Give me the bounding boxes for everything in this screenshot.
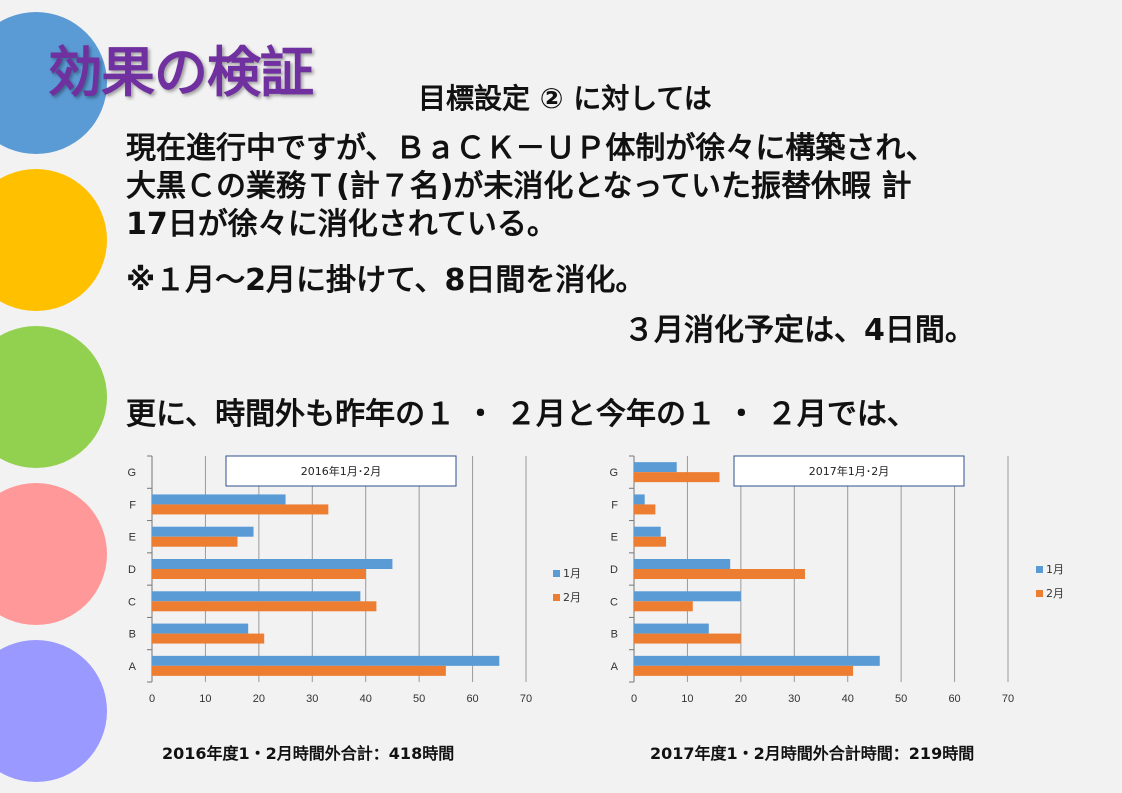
bar-2月-C (152, 601, 377, 612)
x-tick-label: 40 (842, 693, 854, 705)
x-tick-label: 60 (948, 693, 960, 705)
note-line: ※１月～2月に掛けて、8日間を消化。 (126, 263, 646, 298)
paragraph-line-1: 現在進行中ですが、ＢａＣＫ－ＵＰ体制が徐々に構築され、 (126, 131, 936, 166)
category-label: D (128, 564, 136, 576)
decor-circle-yellow (0, 169, 107, 311)
x-tick-label: 20 (253, 693, 265, 705)
x-tick-label: 0 (631, 693, 637, 705)
category-label: D (610, 564, 618, 576)
legend-swatch (553, 570, 560, 577)
chart-2017: 0 10 20 30 40 50 60 70 A B C D E F G 2017年1月･2月 1月 2月 (593, 452, 1093, 727)
category-label: F (611, 499, 618, 511)
legend-label: 1月 (1046, 563, 1064, 576)
x-tick-label: 60 (466, 693, 478, 705)
bar-2月-A (634, 665, 854, 676)
x-tick-label: 50 (895, 693, 907, 705)
bar-1月-F (152, 494, 286, 505)
bar-2月-B (152, 633, 265, 644)
legend-swatch (1036, 590, 1043, 597)
category-label: A (611, 661, 619, 673)
bar-2月-D (152, 569, 366, 579)
bar-1月-B (634, 623, 709, 634)
x-tick-label: 70 (520, 693, 532, 705)
bar-2月-F (634, 504, 656, 515)
category-label: B (611, 629, 618, 641)
paragraph-line-3: 17日が徐々に消化されている。 (126, 207, 557, 242)
bar-1月-B (152, 623, 249, 634)
legend-label: 2月 (563, 591, 581, 604)
x-tick-label: 30 (788, 693, 800, 705)
decor-circle-green (0, 326, 107, 468)
x-tick-label: 50 (413, 693, 425, 705)
comparison-line: 更に、時間外も昨年の１ ・ ２月と今年の１ ・ ２月では、 (126, 397, 917, 432)
category-label: G (609, 467, 618, 479)
category-label: E (611, 532, 618, 544)
bar-1月-D (634, 559, 731, 569)
legend-swatch (1036, 566, 1043, 573)
bar-2月-A (152, 665, 446, 676)
decor-circle-lavender (0, 640, 107, 782)
legend-label: 1月 (563, 567, 581, 580)
bar-2月-G (634, 472, 720, 483)
category-label: E (129, 532, 136, 544)
slide-title: 効果の検証 (48, 41, 314, 104)
bar-1月-G (634, 462, 677, 473)
bar-1月-C (634, 591, 741, 602)
chart-2016: 0 10 20 30 40 50 60 70 A B C D E F G 2016年1月･2月 1月 2月 (110, 452, 610, 727)
bar-1月-D (152, 559, 393, 569)
bar-2月-C (634, 601, 693, 612)
chart-title-box (225, 455, 457, 487)
x-tick-label: 20 (735, 693, 747, 705)
x-tick-label: 70 (1002, 693, 1014, 705)
legend-label: 2月 (1046, 587, 1064, 600)
bar-1月-E (152, 526, 254, 537)
paragraph-line-2: 大黒Ｃの業務Ｔ(計７名)が未消化となっていた振替休暇 計 (126, 169, 912, 204)
chart-title: 2016年1月･2月 (301, 464, 382, 478)
decor-circle-pink (0, 483, 107, 625)
x-tick-label: 0 (149, 693, 155, 705)
bar-1月-A (152, 655, 500, 666)
slide-subtitle: 目標設定 ② に対しては (418, 82, 712, 115)
category-label: A (129, 661, 137, 673)
bar-1月-F (634, 494, 645, 505)
chart-title-box (733, 455, 965, 487)
x-tick-label: 10 (199, 693, 211, 705)
bar-2月-F (152, 504, 329, 515)
bar-2月-E (634, 536, 667, 547)
caption-2016: 2016年度1・2月時間外合計：418時間 (162, 744, 455, 763)
bar-1月-E (634, 526, 661, 537)
legend-swatch (553, 594, 560, 601)
caption-2017: 2017年度1・2月時間外合計時間：219時間 (650, 744, 975, 763)
note2-line: ３月消化予定は、4日間。 (624, 313, 975, 348)
category-label: G (127, 467, 136, 479)
x-tick-label: 30 (306, 693, 318, 705)
category-label: F (129, 499, 136, 511)
category-label: C (128, 596, 136, 608)
bar-2月-B (634, 633, 741, 644)
bar-2月-E (152, 536, 238, 547)
chart-2016-svg: 0 10 20 30 40 50 60 70 A B C D E F G 2016年1月･2月 1月 2月 (127, 455, 581, 705)
bar-1月-A (634, 655, 880, 666)
bar-2月-D (634, 569, 805, 579)
chart-title: 2017年1月･2月 (809, 464, 890, 478)
chart-2017-svg: 0 10 20 30 40 50 60 70 A B C D E F G 2017年1月･2月 1月 2月 (609, 455, 1064, 705)
category-label: C (610, 596, 618, 608)
x-tick-label: 10 (681, 693, 693, 705)
category-label: B (129, 629, 136, 641)
bar-1月-C (152, 591, 361, 602)
x-tick-label: 40 (360, 693, 372, 705)
